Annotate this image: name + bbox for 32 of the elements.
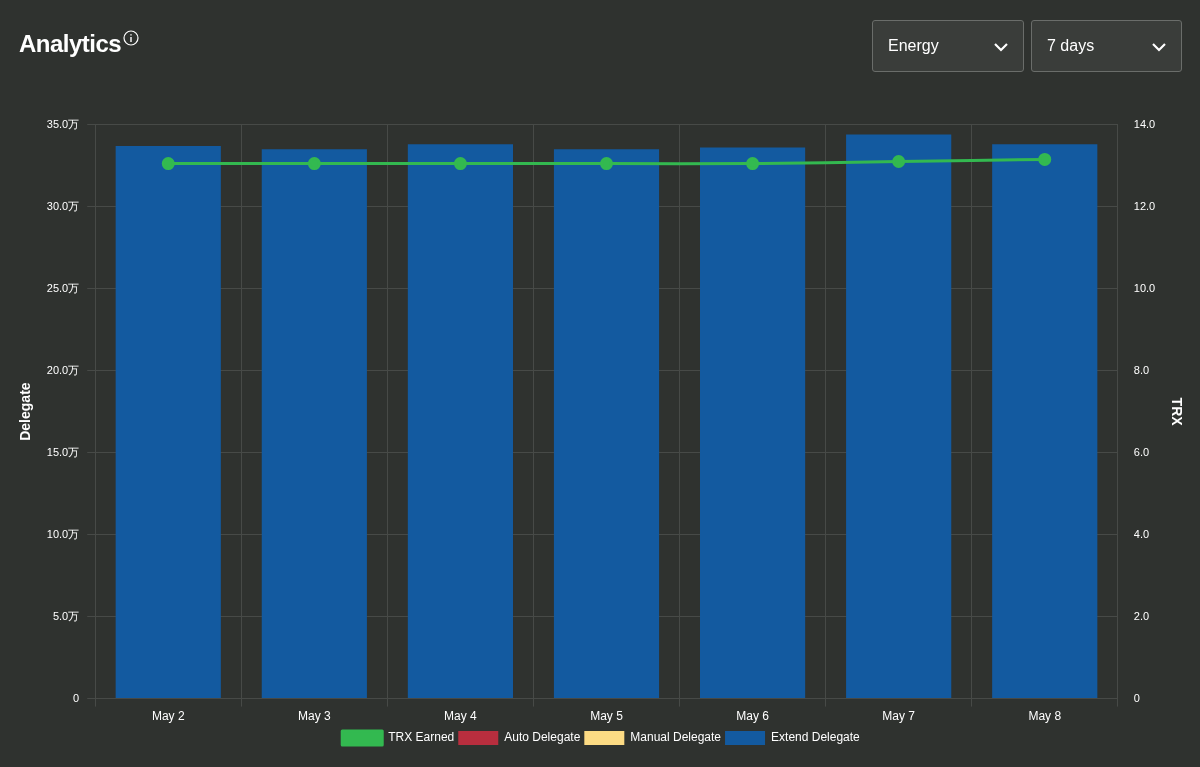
y-axis-title: Delegate [17, 382, 34, 441]
y2-tick-label: 14.0 [1133, 117, 1156, 130]
y2-tick-label: 4.0 [1133, 527, 1150, 540]
y-tick-label: 35.0万 [46, 117, 80, 130]
x-tick-label: May 3 [297, 709, 331, 724]
y2-tick-label: 2.0 [1133, 609, 1150, 622]
x-tick-label: May 6 [736, 709, 770, 724]
y-tick-label: 15.0万 [46, 445, 80, 458]
x-tick-label: May 7 [882, 709, 916, 724]
x-tick-label: May 4 [444, 709, 478, 724]
y2-tick-label: 10.0 [1133, 281, 1156, 294]
y-tick-label: 25.0万 [46, 281, 80, 294]
x-tick-label: May 5 [590, 709, 624, 724]
legend-label: Extend Delegate [771, 730, 861, 745]
chart-title: Analytics [19, 30, 122, 58]
x-tick-label: May 8 [1028, 709, 1062, 724]
y2-tick-label: 12.0 [1133, 199, 1156, 212]
y-tick-label: 0 [73, 691, 80, 704]
legend-label: Manual Delegate [630, 730, 722, 745]
text: 7 days [1047, 37, 1095, 55]
y2-axis-title: TRX [1168, 397, 1185, 427]
y-tick-label: 30.0万 [46, 199, 80, 212]
legend-label: Auto Delegate [504, 730, 581, 745]
y-tick-label: 5.0万 [52, 609, 80, 622]
y-tick-label: 20.0万 [46, 363, 80, 376]
y2-tick-label: 6.0 [1133, 445, 1150, 458]
y2-tick-label: 0 [1133, 691, 1140, 704]
y2-tick-label: 8.0 [1133, 363, 1150, 376]
x-tick-label: May 2 [151, 709, 185, 724]
legend-label: TRX Earned [388, 730, 455, 745]
text: Energy [888, 37, 939, 55]
y-tick-label: 10.0万 [46, 527, 80, 540]
